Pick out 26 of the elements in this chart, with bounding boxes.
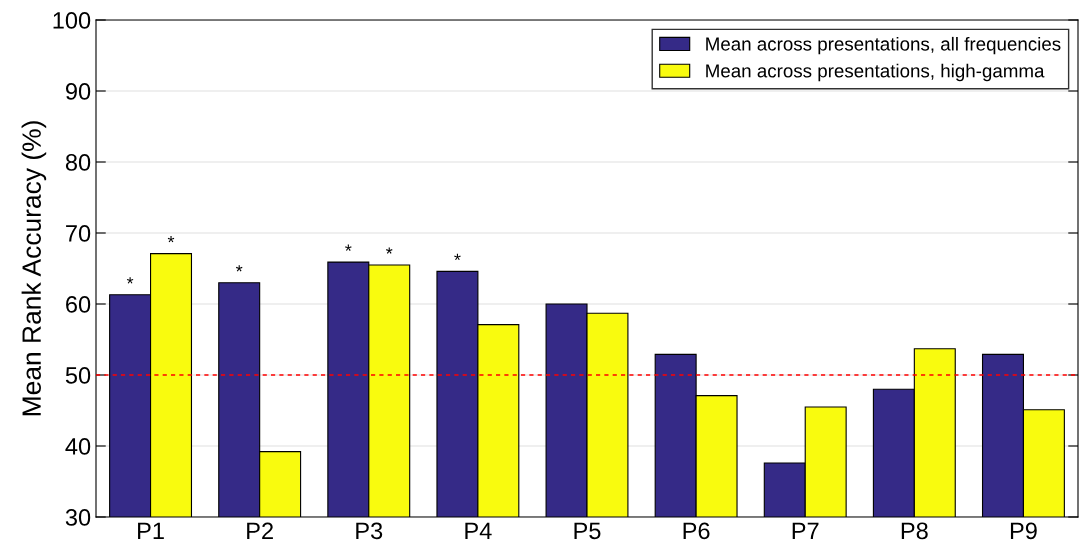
x-tick-label: P8 [901,522,928,540]
annotation: * [126,277,134,284]
x-tick-label: P2 [247,522,273,539]
annotation: * [167,236,175,243]
x-tick-label: P6 [683,522,710,540]
y-tick-label: 80 [65,154,91,171]
legend-label: Mean across presentations, all frequencies [706,36,1061,55]
x-tick-label: P5 [574,522,601,540]
x-tick-label: P4 [465,522,492,539]
annotation: * [454,253,461,261]
y-tick-label: 60 [66,296,91,313]
y-tick-label: 50 [65,367,91,384]
y-tick-label: 30 [65,509,91,526]
y-tick-label: 40 [65,438,91,455]
y-tick-label: 100 [53,12,91,29]
annotation: * [235,265,243,272]
y-tick-label: 70 [66,225,91,242]
annotation: * [345,244,352,251]
x-tick-label: P9 [1010,522,1037,540]
x-tick-label: P1 [138,522,164,539]
y-tick-label: 90 [65,83,91,100]
x-tick-label: P7 [792,522,819,539]
legend-label: Mean across presentations, high-gamma [706,63,1045,82]
annotation: * [386,247,393,254]
x-tick-label: P3 [356,522,383,540]
y-axis-title: Mean Rank Accuracy (%) [21,121,47,416]
